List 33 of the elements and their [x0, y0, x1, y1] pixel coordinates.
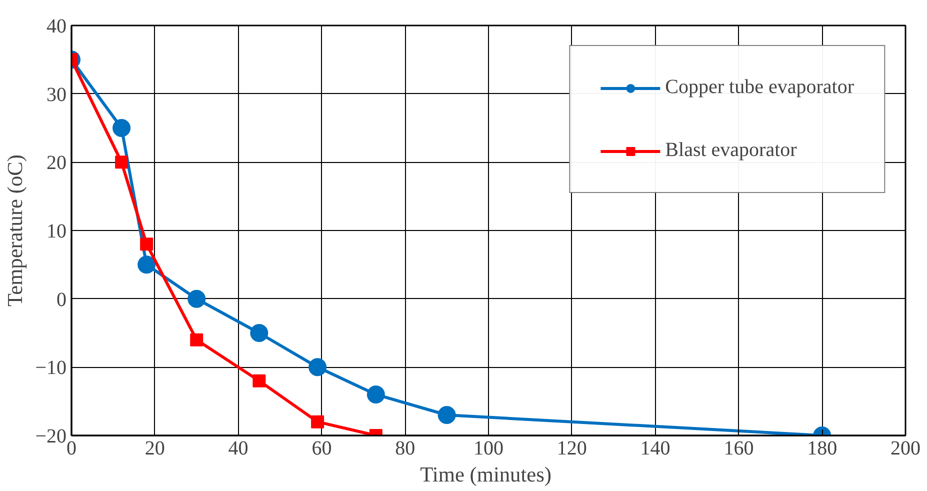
point: [112, 119, 131, 137]
y-tick-label: 40: [46, 16, 66, 38]
point: [252, 374, 266, 388]
point: [115, 156, 128, 169]
y-axis-title: Temperature (oC): [3, 154, 28, 306]
x-tick-label: 160: [724, 438, 754, 460]
point: [188, 290, 206, 308]
x-tick-label: 40: [228, 438, 248, 460]
point: [190, 333, 204, 346]
point: [140, 238, 154, 251]
x-tick-label: 120: [556, 438, 587, 460]
point: [138, 256, 156, 274]
point: [438, 406, 456, 424]
y-tick-label: 0: [56, 288, 66, 311]
point: [250, 324, 268, 342]
legend-label: Copper tube evaporator: [665, 76, 854, 99]
y-tick-label: 30: [46, 84, 66, 106]
y-tick-label: 10: [46, 220, 66, 242]
x-tick-label: 200: [890, 438, 920, 460]
y-tick-label: 20: [46, 152, 66, 174]
legend-label: Blast evaporator: [665, 139, 797, 162]
x-tick-label: 140: [640, 438, 670, 460]
x-tick-label: 80: [395, 438, 416, 460]
x-tick-label: 60: [312, 438, 332, 460]
point: [308, 358, 327, 376]
x-tick-label: 20: [144, 438, 165, 460]
x-axis-title: Time (minutes): [420, 462, 552, 486]
point: [366, 386, 385, 404]
x-tick-label: 100: [474, 438, 504, 460]
x-tick-label: 180: [807, 438, 838, 460]
y-tick-label: −10: [35, 357, 66, 380]
y-tick-label: −20: [35, 426, 66, 448]
point: [311, 415, 324, 428]
